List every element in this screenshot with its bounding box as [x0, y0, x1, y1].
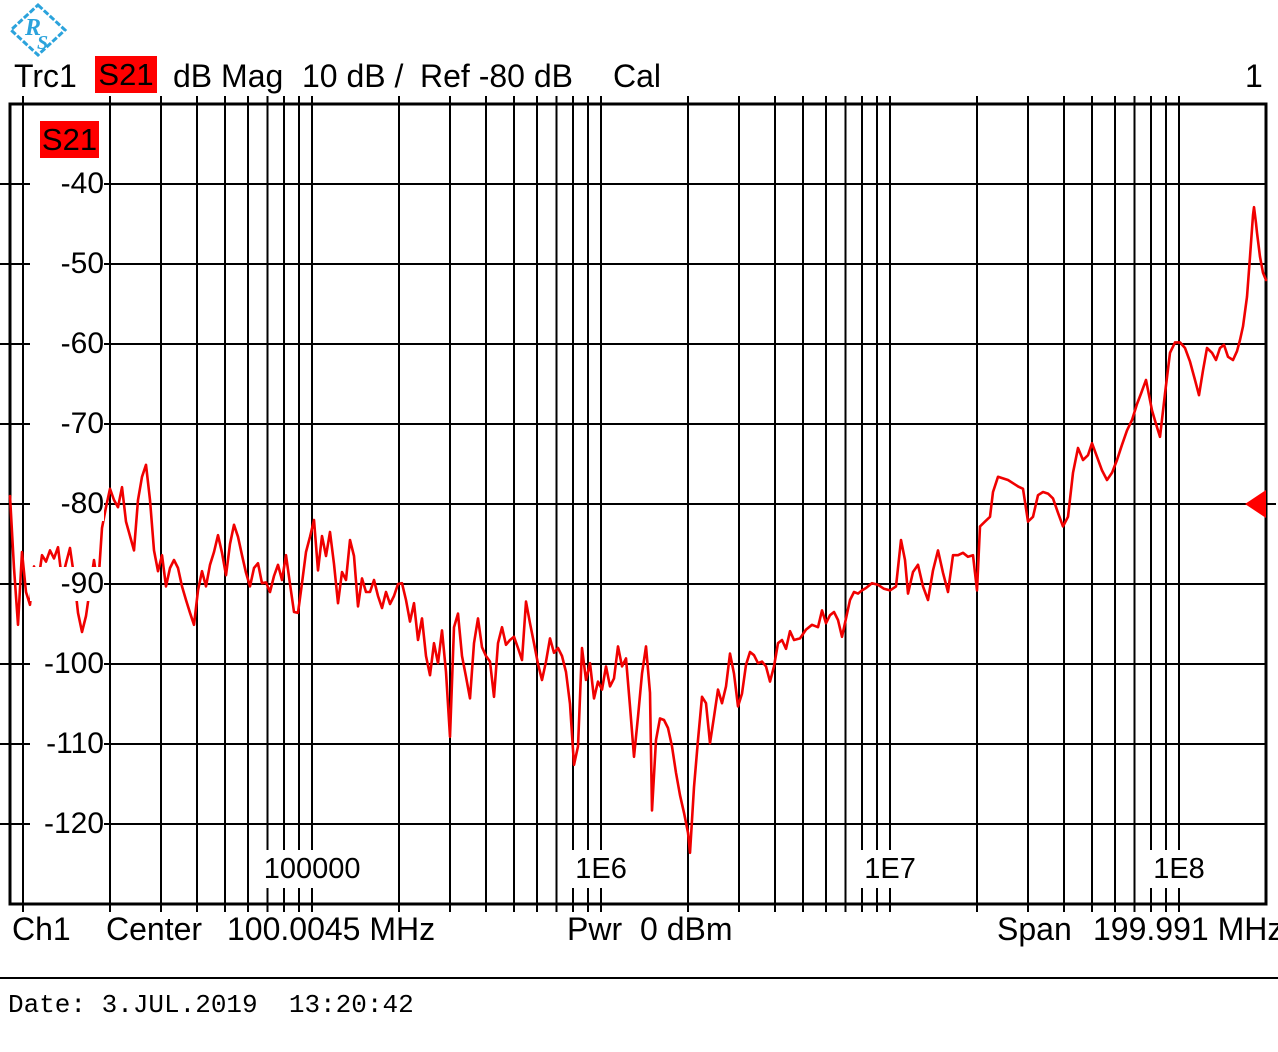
- y-axis-label--120: -120: [30, 807, 104, 841]
- span-label[interactable]: Span: [997, 911, 1072, 947]
- x-axis-label-100000: 100000: [256, 850, 368, 888]
- x-axis-label-1E6: 1E6: [568, 850, 634, 888]
- datetime-text: Date: 3.JUL.2019 13:20:42: [8, 990, 414, 1020]
- x-axis-label-1E8: 1E8: [1146, 850, 1212, 888]
- footer-separator: [0, 977, 1278, 979]
- trace-format-label[interactable]: dB Mag: [173, 58, 284, 94]
- svg-text:S: S: [37, 32, 48, 54]
- rohde-schwarz-logo: R S: [8, 2, 68, 58]
- trace-ref-label[interactable]: Ref -80 dB: [420, 58, 573, 94]
- y-axis-label--110: -110: [30, 727, 104, 761]
- y-axis-label--90: -90: [30, 567, 104, 601]
- svg-text:R: R: [24, 15, 41, 41]
- y-axis-label--50: -50: [30, 247, 104, 281]
- ref-level-marker-icon: [1245, 490, 1266, 518]
- plot-trace-badge[interactable]: S21: [40, 121, 99, 158]
- y-axis-label--60: -60: [30, 327, 104, 361]
- power-value[interactable]: 0 dBm: [640, 911, 733, 947]
- y-axis-label--70: -70: [30, 407, 104, 441]
- trace-name-label[interactable]: Trc1: [14, 58, 77, 94]
- trace-scale-label[interactable]: 10 dB /: [302, 58, 404, 94]
- y-axis-label--100: -100: [30, 647, 104, 681]
- center-freq-label[interactable]: Center: [106, 911, 203, 947]
- s21-trace: [8, 205, 1268, 855]
- x-axis-label-1E7: 1E7: [857, 850, 923, 888]
- span-value[interactable]: 199.991 MHz: [1093, 911, 1278, 947]
- measurement-badge[interactable]: S21: [95, 56, 157, 93]
- center-freq-value[interactable]: 100.0045 MHz: [227, 911, 436, 947]
- cal-status-label: Cal: [613, 58, 662, 94]
- window-number: 1: [1245, 58, 1263, 94]
- power-label[interactable]: Pwr: [567, 911, 623, 947]
- y-axis-label--80: -80: [30, 487, 104, 521]
- channel-label[interactable]: Ch1: [12, 911, 71, 947]
- y-axis-label--40: -40: [30, 167, 104, 201]
